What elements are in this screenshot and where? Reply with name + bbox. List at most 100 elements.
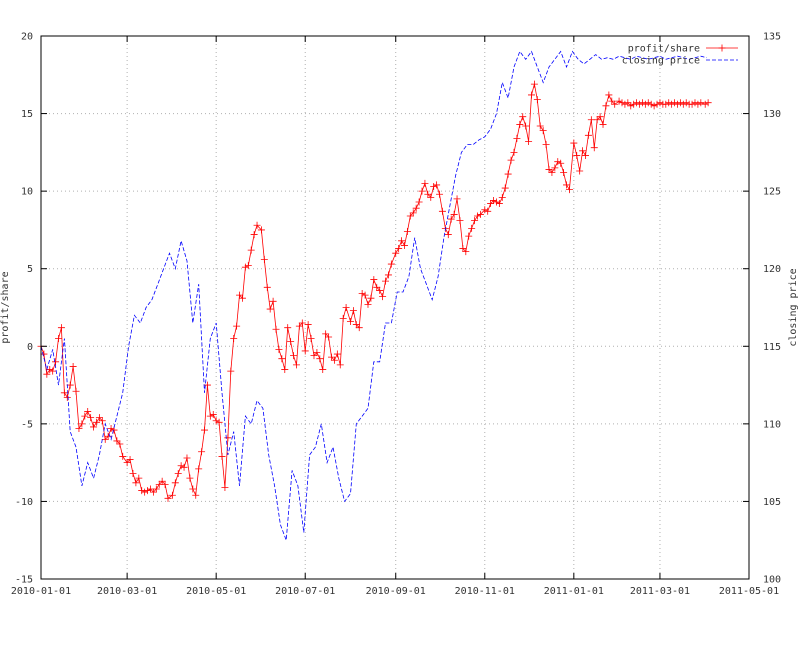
data-point-marker [551, 164, 559, 172]
data-point-marker [456, 217, 464, 225]
data-point-marker [272, 325, 280, 333]
data-point-marker [615, 97, 623, 105]
data-point-marker [465, 232, 473, 240]
data-point-marker [364, 300, 372, 308]
data-point-marker [81, 412, 89, 420]
plot-frame [40, 35, 750, 580]
data-point-marker [304, 321, 312, 329]
grid-layer [41, 36, 749, 579]
data-point-marker [149, 488, 157, 496]
data-point-marker [403, 227, 411, 235]
data-point-marker [471, 217, 479, 225]
y2-tick-label: 125 [763, 187, 781, 198]
x-tick-label: 2010-01-01 [11, 586, 71, 597]
data-point-marker [662, 100, 670, 108]
data-point-marker [688, 100, 696, 108]
data-point-marker [135, 474, 143, 482]
data-point-marker [476, 210, 484, 218]
data-point-marker [78, 420, 86, 428]
data-point-marker [430, 182, 438, 190]
data-point-marker [382, 277, 390, 285]
data-point-marker [694, 100, 702, 108]
data-point-marker [627, 102, 635, 110]
data-point-marker [611, 100, 619, 108]
data-point-marker [605, 91, 613, 99]
data-point-marker [596, 113, 604, 121]
data-point-marker [60, 389, 68, 397]
data-point-marker [266, 305, 274, 313]
data-point-marker [653, 100, 661, 108]
data-point-marker [682, 99, 690, 107]
data-point-marker [158, 477, 166, 485]
data-point-marker [633, 99, 641, 107]
data-point-marker [198, 448, 206, 456]
data-point-marker [155, 480, 163, 488]
data-point-marker [691, 99, 699, 107]
data-point-marker [275, 345, 283, 353]
data-point-marker [438, 207, 446, 215]
y2-tick-label: 115 [763, 342, 781, 353]
data-point-marker [522, 122, 530, 130]
data-point-marker [525, 137, 533, 145]
data-point-marker [52, 358, 60, 366]
data-point-marker [123, 459, 131, 467]
data-point-marker [697, 99, 705, 107]
data-point-marker [427, 193, 435, 201]
data-point-marker [516, 120, 524, 128]
y2-tick-label: 135 [763, 32, 781, 43]
data-point-marker [339, 314, 347, 322]
data-point-marker [333, 350, 341, 358]
data-point-marker [75, 425, 83, 433]
data-point-marker [66, 381, 74, 389]
data-point-marker [573, 151, 581, 159]
data-point-marker [253, 221, 261, 229]
data-point-marker [656, 99, 664, 107]
data-point-marker [650, 102, 658, 110]
data-point-marker [113, 437, 121, 445]
data-point-marker [336, 361, 344, 369]
x-tick-label: 2011-01-01 [544, 586, 604, 597]
data-point-marker [579, 147, 587, 155]
data-point-marker [281, 366, 289, 374]
data-point-marker [218, 452, 226, 460]
data-point-marker [621, 100, 629, 108]
y2-tick-label: 105 [763, 497, 781, 508]
y-tick-label: -15 [15, 575, 33, 586]
data-point-marker [241, 263, 249, 271]
data-point-marker [513, 134, 521, 142]
data-point-marker [92, 418, 100, 426]
data-point-marker [349, 307, 357, 315]
data-point-marker [395, 245, 403, 253]
data-point-marker [481, 206, 489, 214]
y2-tick-label: 130 [763, 109, 781, 120]
x-tick-label: 2010-09-01 [366, 586, 426, 597]
data-point-marker [129, 470, 137, 478]
data-point-marker [370, 276, 378, 284]
data-point-marker [292, 361, 300, 369]
data-point-marker [376, 286, 384, 294]
data-point-marker [701, 100, 709, 108]
data-point-marker [107, 425, 115, 433]
data-point-marker [301, 347, 309, 355]
data-point-marker [539, 127, 547, 135]
legend-marker [718, 44, 726, 52]
data-point-marker [90, 423, 98, 431]
data-point-marker [72, 387, 80, 395]
data-point-marker [152, 485, 160, 493]
data-point-marker [177, 462, 185, 470]
data-point-marker [576, 167, 584, 175]
data-point-marker [57, 324, 65, 332]
y-tick-label: 20 [21, 32, 33, 43]
data-point-marker [63, 393, 71, 401]
data-point-marker [49, 367, 57, 375]
data-point-marker [599, 120, 607, 128]
data-point-marker [548, 169, 556, 177]
data-point-marker [227, 367, 235, 375]
y2-tick-label: 120 [763, 264, 781, 275]
data-point-marker [618, 99, 626, 107]
y-tick-label: -5 [21, 419, 33, 430]
data-point-marker [138, 487, 146, 495]
data-point-marker [189, 485, 197, 493]
data-point-marker [278, 355, 286, 363]
